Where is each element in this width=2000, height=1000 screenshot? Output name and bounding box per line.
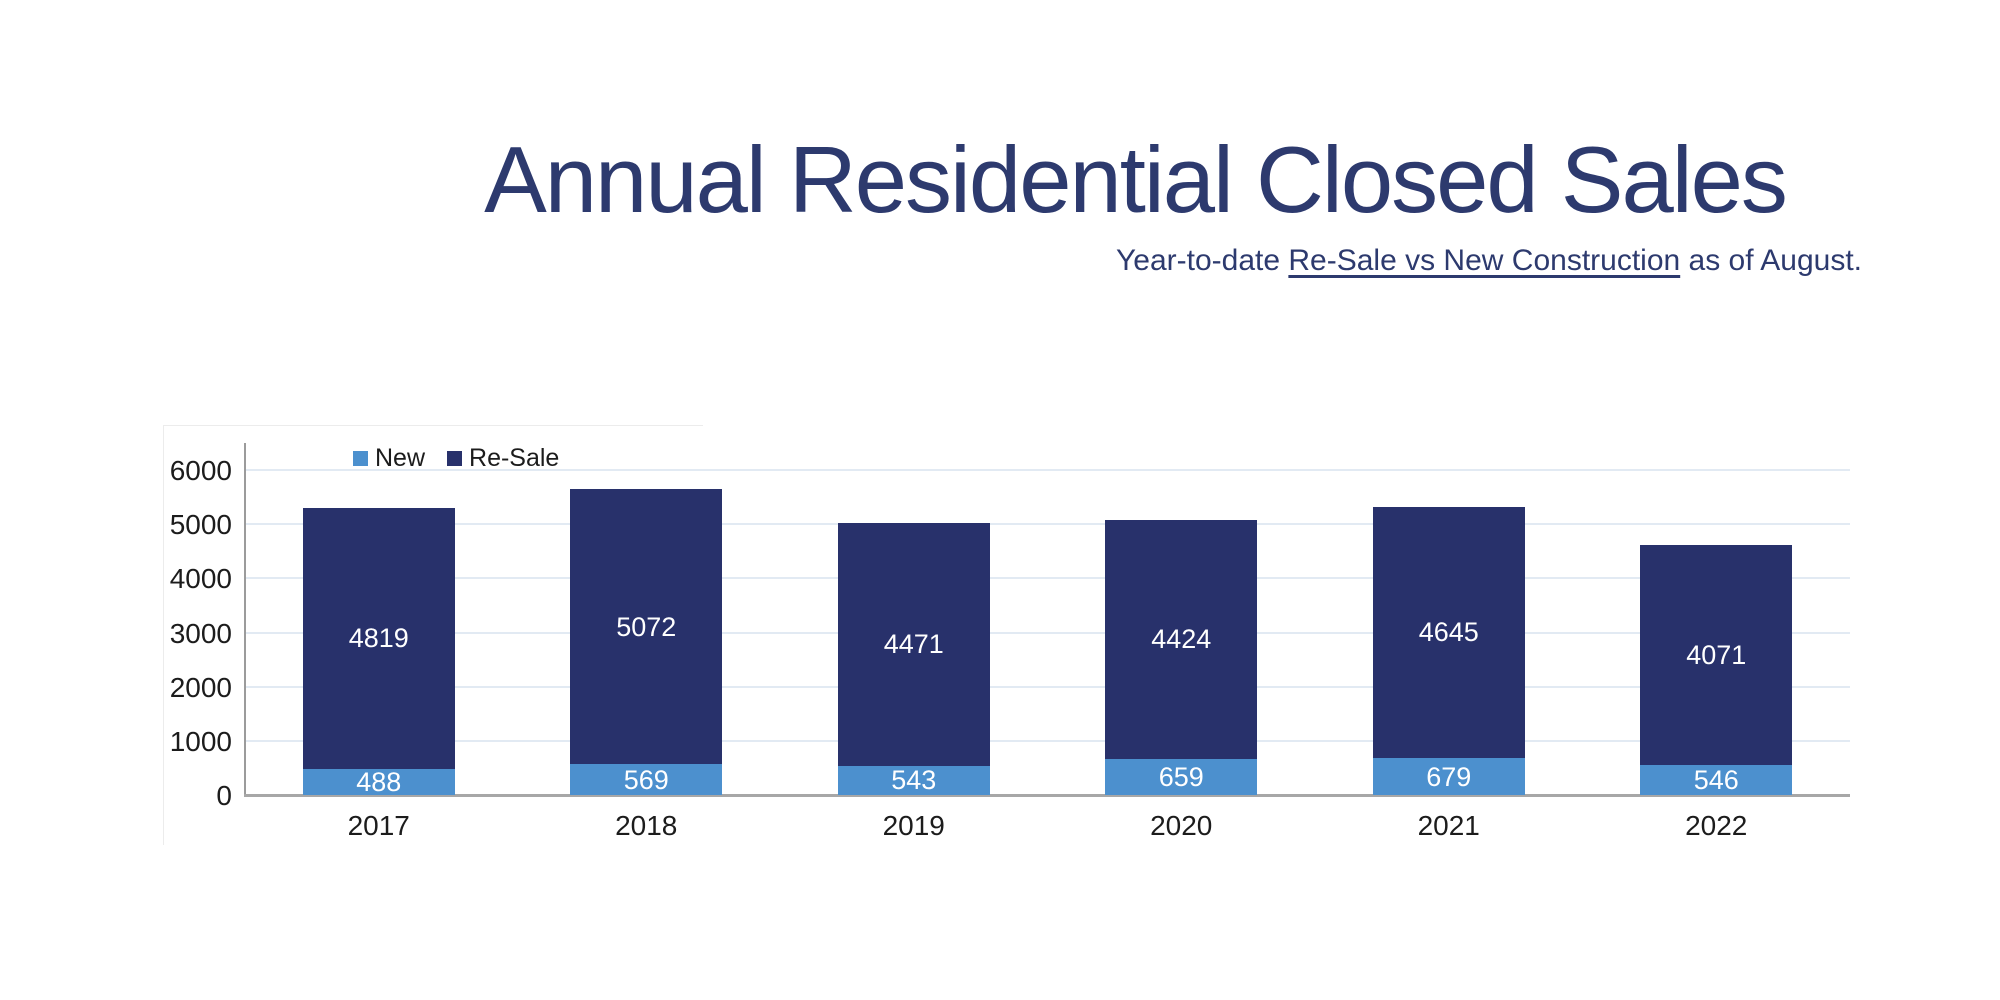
bar-value-label-new-2020: 659 — [1158, 762, 1204, 793]
bar-value-label-new-2022: 546 — [1693, 765, 1739, 796]
y-tick-label-0: 0 — [216, 780, 232, 811]
gridline-6000 — [246, 469, 1850, 471]
x-axis-line — [244, 794, 1850, 797]
legend-item-resale: Re-Sale — [447, 444, 559, 473]
x-tick-label-2021: 2021 — [1417, 810, 1480, 841]
x-tick-label-2018: 2018 — [615, 810, 678, 841]
bar-value-label-new-2021: 679 — [1426, 761, 1472, 792]
bar-value-label-resale-2017: 4819 — [348, 623, 409, 654]
bar-value-label-resale-2018: 5072 — [616, 611, 677, 642]
y-tick-label-3000: 3000 — [169, 617, 232, 649]
x-tick-label-2017: 2017 — [347, 810, 410, 841]
bar-value-label-new-2017: 488 — [356, 766, 402, 797]
y-axis-line — [244, 443, 246, 795]
bar-value-label-resale-2019: 4471 — [883, 629, 944, 660]
bar-segment-resale-2018 — [570, 489, 723, 765]
legend: New Re-Sale — [353, 444, 559, 473]
bar-segment-new-2020 — [1105, 759, 1258, 795]
bar-segment-resale-2019 — [837, 523, 990, 766]
bar-segment-resale-2021 — [1372, 506, 1525, 759]
chart-title: Annual Residential Closed Sales — [484, 127, 1788, 232]
y-tick-label-1000: 1000 — [169, 725, 232, 757]
gridline-4000 — [246, 577, 1850, 580]
subtitle-suffix: as of August. — [1680, 244, 1862, 277]
gridline-2000 — [246, 685, 1850, 688]
bar-segment-resale-2022 — [1640, 544, 1793, 766]
x-tick-label-2022: 2022 — [1685, 810, 1748, 841]
bar-segment-new-2018 — [570, 764, 723, 795]
subtitle-prefix: Year-to-date — [1116, 244, 1289, 277]
chart-frame-left-border — [163, 425, 164, 845]
legend-swatch-new-icon — [353, 451, 368, 466]
bar-segment-resale-2017 — [302, 507, 455, 769]
y-tick-label-5000: 5000 — [169, 509, 232, 541]
bar-segment-new-2017 — [302, 768, 455, 795]
bar-segment-new-2019 — [837, 765, 990, 795]
x-tick-label-2019: 2019 — [882, 810, 945, 841]
chart-frame-top-border — [163, 425, 703, 426]
gridline-5000 — [246, 523, 1850, 526]
gridline-1000 — [246, 739, 1850, 742]
y-tick-label-6000: 6000 — [169, 455, 232, 486]
subtitle-underlined-text: Re-Sale vs New Construction — [1288, 244, 1681, 277]
bar-value-label-new-2018: 569 — [623, 764, 669, 795]
legend-label-new: New — [375, 444, 426, 472]
chart-subtitle: Year-to-date Re-Sale vs New Construction… — [1116, 244, 1862, 278]
bar-value-label-new-2019: 543 — [891, 765, 937, 796]
y-tick-label-4000: 4000 — [169, 563, 232, 595]
bar-segment-resale-2020 — [1105, 519, 1258, 760]
bar-segment-new-2021 — [1372, 758, 1525, 795]
x-tick-label-2020: 2020 — [1150, 810, 1213, 841]
gridline-3000 — [246, 631, 1850, 634]
bar-value-label-resale-2021: 4645 — [1418, 617, 1479, 648]
bar-value-label-resale-2022: 4071 — [1686, 640, 1747, 671]
legend-item-new: New — [353, 444, 425, 473]
bar-value-label-resale-2020: 4424 — [1151, 624, 1212, 655]
legend-swatch-resale-icon — [447, 451, 463, 466]
bar-segment-new-2022 — [1640, 765, 1793, 795]
legend-label-resale: Re-Sale — [469, 444, 560, 472]
y-tick-label-2000: 2000 — [169, 671, 232, 703]
